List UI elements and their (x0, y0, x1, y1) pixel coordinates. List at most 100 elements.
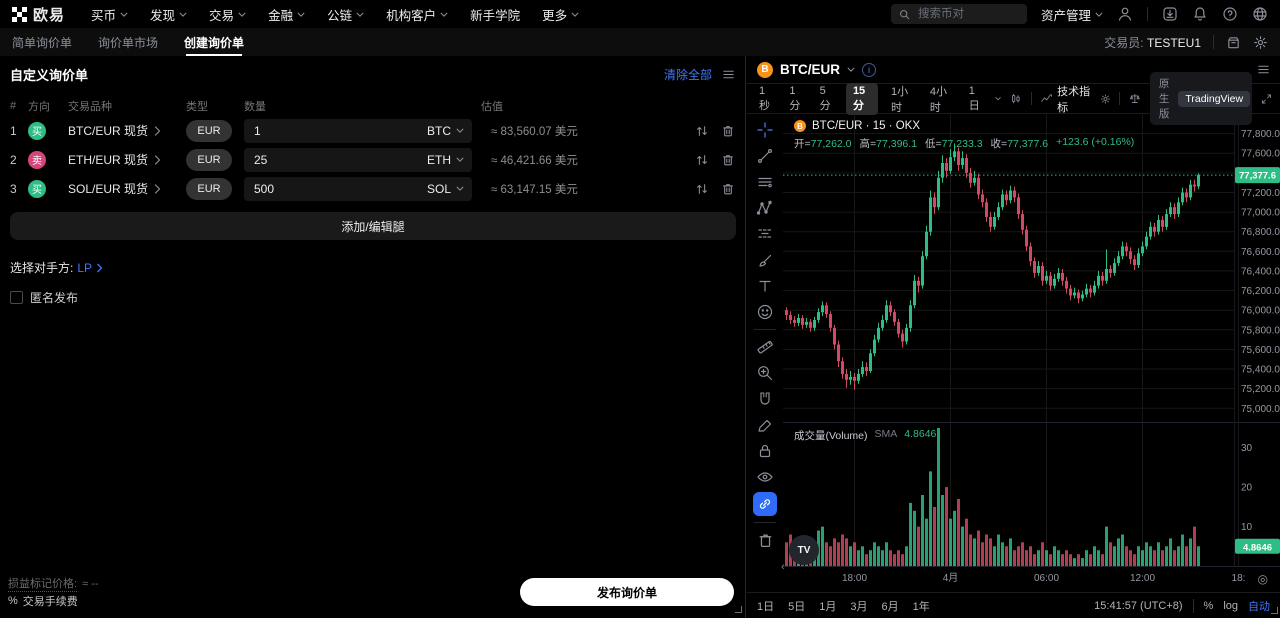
nav-finance[interactable]: 金融 (268, 5, 305, 24)
go-to-realtime-icon[interactable]: ◎ (1257, 572, 1268, 586)
transfer-icon[interactable] (695, 153, 709, 167)
tradingview-tab[interactable]: TradingView (1178, 90, 1251, 107)
quantity-input[interactable]: ETH (244, 147, 472, 172)
nav-trade[interactable]: 交易 (209, 5, 246, 24)
zoom-in-tool-icon[interactable] (751, 360, 779, 386)
nav-institutional[interactable]: 机构客户 (386, 5, 448, 24)
help-icon[interactable] (1222, 6, 1238, 22)
nav-academy[interactable]: 新手学院 (470, 8, 521, 23)
unit-selector[interactable]: SOL (427, 182, 464, 196)
magnet-tool-icon[interactable] (751, 386, 779, 412)
currency-type-button[interactable]: EUR (186, 119, 232, 142)
hide-drawings-eye-icon[interactable] (751, 464, 779, 490)
tf-1s[interactable]: 1秒 (759, 84, 770, 112)
chart-area[interactable]: B BTC/EUR · 15 · OKX 开=77,262.0 高=77,396… (781, 114, 1280, 592)
search-input[interactable] (915, 7, 1016, 21)
fee-label[interactable]: 交易手续费 (22, 596, 78, 608)
crosshair-tool-icon[interactable] (751, 117, 779, 143)
chevron-down-icon[interactable] (847, 67, 855, 72)
range-1d[interactable]: 1日 (757, 600, 775, 613)
auto-scale-button[interactable]: 自动 (1248, 600, 1270, 613)
sync-drawings-icon[interactable] (753, 492, 777, 516)
nav-buy-crypto[interactable]: 买币 (91, 5, 128, 24)
currency-type-button[interactable]: EUR (186, 177, 232, 200)
compare-scale-icon[interactable] (1129, 91, 1141, 106)
position-tool-icon[interactable] (751, 221, 779, 247)
quantity-value[interactable] (252, 180, 427, 197)
measure-ruler-icon[interactable] (751, 334, 779, 360)
resize-handle[interactable] (735, 606, 742, 613)
tf-4h[interactable]: 4小时 (929, 85, 948, 114)
menu-icon[interactable] (1257, 63, 1270, 76)
drawing-lock-tool-icon[interactable] (751, 412, 779, 438)
resize-handle[interactable] (1271, 607, 1278, 614)
add-edit-leg-button[interactable]: 添加/编辑腿 (10, 212, 736, 240)
nav-more[interactable]: 更多 (542, 5, 579, 24)
notifications-icon[interactable] (1192, 6, 1208, 22)
tf-5m[interactable]: 5分 (819, 84, 831, 112)
quantity-input[interactable]: SOL (244, 176, 472, 201)
candle-style-icon[interactable] (1010, 91, 1022, 106)
range-3mo[interactable]: 3月 (850, 600, 868, 613)
info-icon[interactable]: i (862, 62, 876, 77)
unit-selector[interactable]: ETH (427, 153, 464, 167)
xabcd-pattern-tool-icon[interactable] (751, 195, 779, 221)
remove-drawings-trash-icon[interactable] (751, 527, 779, 553)
trendline-tool-icon[interactable] (751, 143, 779, 169)
menu-icon[interactable] (722, 68, 735, 81)
brush-tool-icon[interactable] (751, 247, 779, 273)
tab-simple-rfq[interactable]: 简单询价单 (12, 35, 73, 50)
clear-all-button[interactable]: 清除全部 (663, 68, 712, 82)
language-globe-icon[interactable] (1252, 6, 1268, 22)
range-5d[interactable]: 5日 (788, 600, 806, 613)
anonymous-checkbox[interactable] (10, 291, 23, 304)
lock-tool-icon[interactable] (751, 438, 779, 464)
range-6mo[interactable]: 6月 (881, 600, 899, 613)
pair-selector[interactable]: BTC/EUR 现货 (68, 122, 186, 139)
parallel-lines-tool-icon[interactable] (751, 169, 779, 195)
tf-1m[interactable]: 1分 (789, 84, 801, 112)
tf-15m[interactable]: 15分 (845, 82, 879, 115)
anonymous-publish-option[interactable]: 匿名发布 (10, 289, 745, 306)
unit-selector[interactable]: BTC (427, 124, 464, 138)
transfer-icon[interactable] (695, 182, 709, 196)
okx-logo[interactable]: 欧易 (12, 4, 65, 25)
trash-icon[interactable] (721, 182, 735, 196)
tf-1d[interactable]: 1日 (968, 84, 980, 112)
quantity-value[interactable] (252, 151, 427, 168)
indicators-button[interactable]: 技术指标 (1041, 83, 1091, 115)
publish-rfq-button[interactable]: 发布询价单 (520, 578, 734, 606)
trash-icon[interactable] (721, 124, 735, 138)
tab-rfq-market[interactable]: 询价单市场 (98, 35, 159, 50)
orders-icon[interactable] (1226, 35, 1241, 50)
nav-discover[interactable]: 发现 (150, 5, 187, 24)
expand-icon[interactable] (1261, 92, 1272, 106)
download-app-icon[interactable] (1162, 6, 1178, 22)
emoji-tool-icon[interactable] (751, 299, 779, 325)
nav-chain[interactable]: 公链 (327, 5, 364, 24)
asset-management[interactable]: 资产管理 (1041, 5, 1103, 24)
user-icon[interactable] (1117, 6, 1133, 22)
chevron-down-icon[interactable] (995, 96, 1001, 101)
currency-type-button[interactable]: EUR (186, 148, 232, 171)
tradingview-logo[interactable]: TV (789, 535, 819, 565)
indicator-settings-icon[interactable] (1100, 92, 1111, 106)
counterparty-value[interactable]: LP (77, 260, 93, 275)
scroll-left-icon[interactable]: ‹ (781, 561, 785, 573)
pair-selector[interactable]: SOL/EUR 现货 (68, 180, 186, 197)
settings-icon[interactable] (1253, 35, 1268, 50)
pair-selector[interactable]: ETH/EUR 现货 (68, 151, 186, 168)
price-chart[interactable]: 77,800.077,600.077,400.077,200.077,000.0… (783, 114, 1280, 592)
search-box[interactable] (890, 4, 1027, 24)
text-tool-icon[interactable] (751, 273, 779, 299)
log-scale-button[interactable]: log (1223, 599, 1238, 612)
tf-1h[interactable]: 1小时 (891, 85, 909, 114)
percent-scale-button[interactable]: % (1203, 599, 1214, 612)
quantity-input[interactable]: BTC (244, 118, 472, 143)
native-version-tab[interactable]: 原生版 (1158, 78, 1170, 120)
trash-icon[interactable] (721, 153, 735, 167)
range-1mo[interactable]: 1月 (819, 600, 837, 613)
tab-create-rfq[interactable]: 创建询价单 (184, 28, 244, 56)
transfer-icon[interactable] (695, 124, 709, 138)
range-1y[interactable]: 1年 (912, 600, 930, 613)
